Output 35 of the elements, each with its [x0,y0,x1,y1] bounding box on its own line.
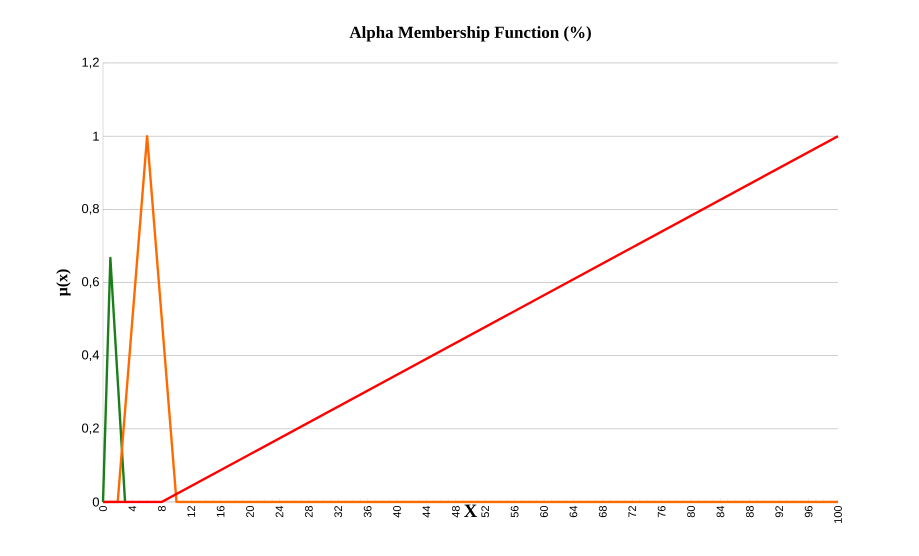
x-tick-label: 96 [804,506,812,518]
x-tick-label: 60 [540,506,548,518]
x-tick-label: 84 [716,506,724,518]
x-tick-label: 44 [422,506,430,518]
x-tick-label: 48 [452,506,460,518]
x-tick-label: 100 [834,506,842,523]
x-tick-label: 68 [598,506,607,518]
x-tick-label: 12 [187,506,196,517]
x-tick-label: 56 [510,506,518,518]
x-tick-label: 16 [216,506,224,517]
x-tick-label: 20 [246,506,254,518]
x-tick-label: 72 [628,506,636,518]
y-tick-label: 1,2 [82,58,99,68]
x-tick-label: 0 [99,506,107,512]
x-tick-label: 24 [276,506,284,518]
x-tick-label: 28 [304,506,313,518]
x-tick-label: 36 [364,506,372,518]
x-tick-label: 8 [158,506,166,512]
y-axis-title: μ(x) [56,269,71,296]
x-tick-label: 4 [128,506,136,512]
y-tick-label: 0,8 [82,204,99,215]
x-tick-label: 76 [658,506,666,518]
x-tick-label: 32 [334,506,342,518]
x-tick-label: 40 [393,506,401,518]
x-tick-label: 92 [775,506,784,518]
y-tick-label: 0,4 [82,350,100,361]
y-tick-label: 0,2 [82,423,99,434]
x-tick-label: 88 [746,506,754,518]
x-tick-label: 80 [687,506,695,518]
x-tick-label: 64 [570,506,578,518]
x-axis-title: X [464,504,478,518]
y-tick-label: 1 [93,132,99,141]
chart-title: Alpha Membership Function (%) [350,26,591,42]
y-tick-label: 0,6 [82,277,99,288]
x-tick-label: 52 [481,506,490,518]
